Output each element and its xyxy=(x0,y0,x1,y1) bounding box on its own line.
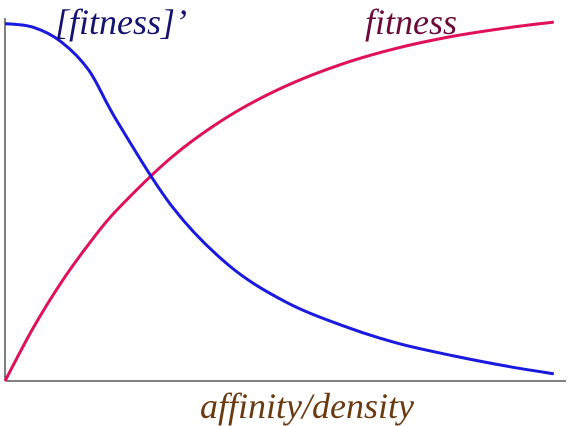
line-series xyxy=(3,20,554,382)
x-axis-label: affinity/density xyxy=(200,386,414,426)
legend-label: fitness xyxy=(365,2,457,42)
legend-label: [fitness]’ xyxy=(55,2,187,42)
line-series xyxy=(4,22,555,376)
